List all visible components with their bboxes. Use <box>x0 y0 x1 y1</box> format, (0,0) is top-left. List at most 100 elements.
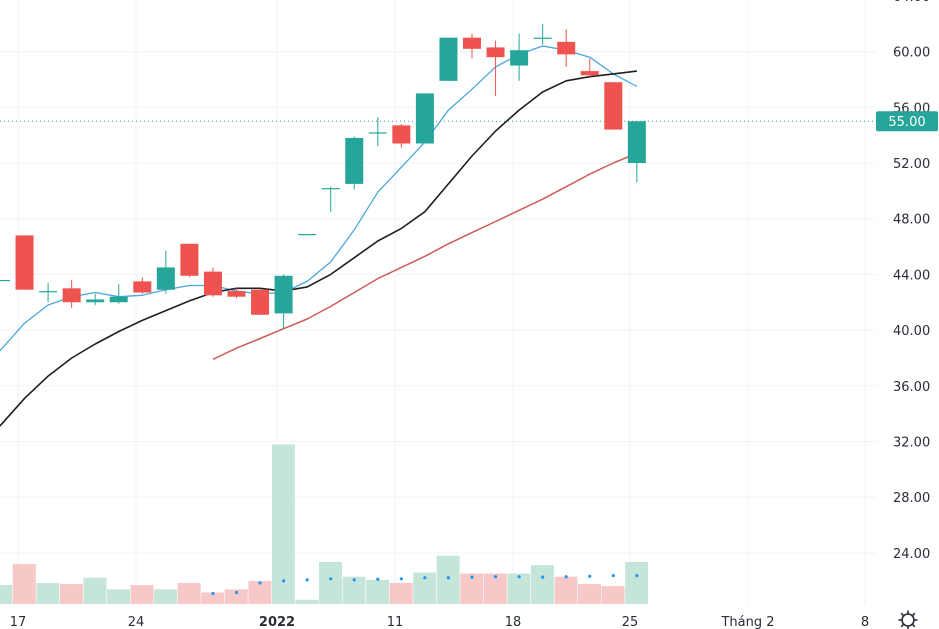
gear-tooth <box>911 612 916 617</box>
volume-bar <box>224 589 248 604</box>
candle[interactable] <box>321 186 340 212</box>
candle-body <box>533 37 552 39</box>
volume-bar <box>554 576 578 604</box>
volume-ma-dot <box>611 574 615 578</box>
candle-body <box>0 279 10 282</box>
volume-ma-dot <box>211 591 215 596</box>
candle[interactable] <box>133 277 152 294</box>
candle-body <box>439 37 458 81</box>
candle[interactable] <box>203 267 222 297</box>
y-tick-label: 40.00 <box>893 324 930 339</box>
candle-body <box>109 296 128 303</box>
volume-bar <box>0 585 13 604</box>
candle[interactable] <box>510 33 529 81</box>
y-tick-label: 60.00 <box>893 46 930 61</box>
candle[interactable] <box>627 121 646 183</box>
candle-body <box>415 93 434 144</box>
volume-ma-dots <box>211 574 639 596</box>
y-tick-label: 48.00 <box>893 213 930 228</box>
candle[interactable] <box>345 136 364 190</box>
y-axis: 64.0060.0056.0052.0048.0044.0040.0036.00… <box>893 0 930 562</box>
candle[interactable] <box>298 234 317 236</box>
gear-tooth <box>900 623 905 628</box>
candle-body <box>557 41 576 55</box>
candle-body <box>463 37 481 49</box>
candle[interactable] <box>62 279 81 308</box>
y-tick-label: 64.00 <box>893 0 930 5</box>
candle-body <box>133 281 152 293</box>
volume-bar <box>366 579 390 604</box>
volume-bar <box>271 444 295 604</box>
candle-body <box>274 275 293 314</box>
volume-bar <box>413 572 437 604</box>
candle[interactable] <box>392 124 411 148</box>
x-tick-label: 18 <box>505 615 522 629</box>
candle[interactable] <box>180 243 199 278</box>
candle[interactable] <box>415 93 434 144</box>
volume-bar <box>248 580 272 604</box>
x-tick-label: 17 <box>10 615 27 629</box>
candle[interactable] <box>15 235 34 290</box>
volume-bar <box>319 562 342 604</box>
x-tick-label: 25 <box>622 615 639 629</box>
candle[interactable] <box>86 293 105 306</box>
volume-ma-dot <box>258 581 262 585</box>
candle-body <box>298 234 317 236</box>
candle-body <box>15 235 34 290</box>
volume-ma-dot <box>329 577 333 581</box>
candle[interactable] <box>557 29 576 67</box>
volume-bars <box>0 444 649 604</box>
candle[interactable] <box>251 289 270 315</box>
candle[interactable] <box>486 40 505 97</box>
candles[interactable] <box>0 23 646 329</box>
candle-body <box>368 132 387 134</box>
candle[interactable] <box>580 58 599 77</box>
x-axis: 17 24 2022 11 18 25 Tháng 2 8 <box>10 615 869 629</box>
candle[interactable] <box>39 282 58 303</box>
volume-bar <box>601 586 625 604</box>
candle-body <box>510 50 529 66</box>
candle-body <box>392 125 411 144</box>
x-tick-label: 2022 <box>259 615 295 629</box>
candle-body <box>251 289 270 315</box>
candle[interactable] <box>274 274 293 329</box>
y-tick-label: 28.00 <box>893 491 930 506</box>
volume-ma-dot <box>564 575 568 579</box>
candle[interactable] <box>533 23 552 45</box>
candle-body <box>156 267 175 290</box>
candle-body <box>604 82 623 130</box>
moving-average-line <box>0 45 638 352</box>
volume-ma-dot <box>470 575 474 579</box>
y-tick-label: 44.00 <box>893 268 930 283</box>
y-tick-label: 24.00 <box>893 547 930 562</box>
candle[interactable] <box>227 288 246 299</box>
candle-body <box>345 137 364 184</box>
volume-bar <box>578 584 601 604</box>
candle[interactable] <box>368 117 387 147</box>
gear-icon[interactable] <box>898 610 918 629</box>
volume-bar <box>483 573 507 604</box>
candle[interactable] <box>604 82 623 130</box>
candle-body <box>321 188 340 190</box>
volume-ma-dot <box>305 578 309 582</box>
gear-icon-teeth <box>898 610 918 629</box>
volume-ma-dot <box>423 576 427 580</box>
last-price-label: 55.00 <box>888 115 925 130</box>
volume-ma-dot <box>352 578 356 582</box>
grid <box>0 0 876 604</box>
volume-bar <box>59 584 83 604</box>
candle-body <box>86 299 105 303</box>
candle[interactable] <box>109 284 128 304</box>
candle[interactable] <box>439 37 458 81</box>
y-tick-label: 32.00 <box>893 436 930 451</box>
y-tick-label: 52.00 <box>893 157 930 172</box>
volume-bar <box>130 585 154 604</box>
candle-body <box>627 121 646 163</box>
candle-body <box>62 288 81 303</box>
candle[interactable] <box>0 279 10 282</box>
candle[interactable] <box>463 33 481 59</box>
volume-bar <box>389 583 413 604</box>
candle[interactable] <box>156 250 175 294</box>
